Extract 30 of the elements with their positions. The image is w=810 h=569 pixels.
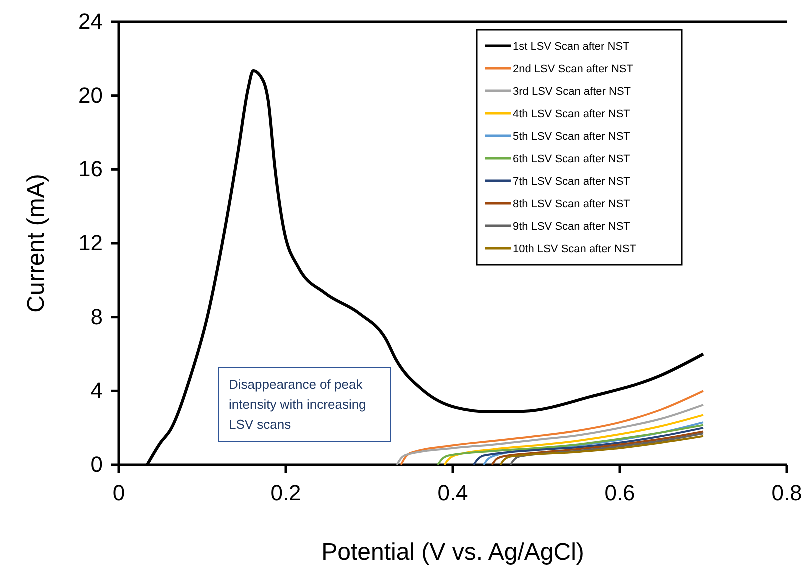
line-series: [400, 390, 704, 466]
y-tick-label: 12: [78, 230, 103, 256]
x-axis-title: Potential (V vs. Ag/AgCl): [322, 539, 584, 566]
y-tick-label: 8: [90, 304, 103, 330]
x-tick-label: 0: [112, 480, 126, 506]
y-tick-label: 16: [78, 156, 103, 182]
legend-label: 1st LSV Scan after NST: [513, 41, 630, 53]
legend-label: 5th LSV Scan after NST: [513, 131, 631, 143]
x-tick-label: 0.4: [438, 480, 468, 506]
line-series: [396, 404, 704, 466]
y-tick-label: 20: [78, 82, 103, 108]
legend-label: 3rd LSV Scan after NST: [513, 86, 632, 98]
y-tick-label: 4: [90, 378, 103, 404]
y-tick-label: 0: [90, 452, 103, 478]
y-axis-title: Current (mA): [23, 174, 50, 313]
legend-label: 2nd LSV Scan after NST: [513, 64, 634, 76]
legend-label: 8th LSV Scan after NST: [513, 198, 631, 210]
y-tick-label: 24: [78, 9, 103, 34]
line-series: [436, 424, 704, 466]
legend-label: 7th LSV Scan after NST: [513, 176, 631, 188]
legend-label: 4th LSV Scan after NST: [513, 108, 631, 120]
annotation: Disappearance of peak intensity with increasing LSV scans: [229, 377, 366, 432]
x-tick-label: 0.6: [604, 480, 636, 506]
line-series: [472, 427, 704, 466]
line-series: [444, 414, 704, 466]
x-tick-label: 0.2: [270, 480, 302, 506]
legend-label: 6th LSV Scan after NST: [513, 154, 631, 166]
x-tick-label: 0.8: [772, 480, 802, 506]
legend-label: 9th LSV Scan after NST: [513, 221, 631, 233]
legend-label: 10th LSV Scan after NST: [513, 244, 637, 256]
